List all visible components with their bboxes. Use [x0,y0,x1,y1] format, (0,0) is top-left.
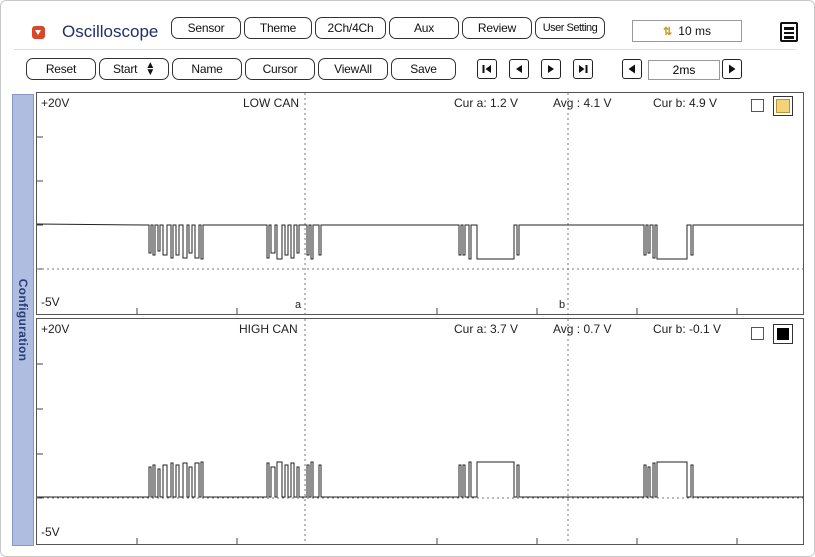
time-base-field[interactable]: 2ms [648,60,720,80]
time-base-increase-icon[interactable] [722,59,742,79]
save-button[interactable]: Save [391,58,456,80]
sidebar-label: Configuration [16,278,30,362]
channel-mode-button[interactable]: 2Ch/4Ch [315,17,386,39]
configuration-sidebar-tab[interactable]: Configuration [12,94,34,546]
step-prev-icon[interactable] [509,59,529,79]
low-can-waveform [37,223,803,260]
cursor-a-marker[interactable]: a [295,299,302,311]
app-title: Oscilloscope [62,22,159,41]
toolbar-divider [14,49,796,50]
time-division-value: 10 ms [678,24,711,38]
time-scale-icon: ⇅ [663,25,673,38]
user-setting-button[interactable]: User Setting [535,17,605,39]
high-can-average-value: Avg : 0.7 V [553,322,612,336]
low-can-visibility-checkbox[interactable] [751,99,764,112]
high-can-waveform [37,461,803,498]
start-button-label: Start [112,62,138,76]
low-can-grid [37,93,803,314]
cursor-b-marker[interactable]: b [559,299,566,311]
collapse-icon[interactable] [32,26,45,39]
low-can-channel-name: LOW CAN [243,96,300,110]
spinner-icon: ▲ ▼ [145,60,156,78]
high-can-cursor-a-value: Cur a: 3.7 V [454,322,519,336]
time-division-display[interactable]: ⇅ 10 ms [632,20,742,42]
low-can-y-min: -5V [41,295,60,309]
high-can-channel-name: HIGH CAN [239,322,298,336]
reset-button[interactable]: Reset [26,58,96,80]
review-button[interactable]: Review [462,17,532,39]
theme-button[interactable]: Theme [244,17,312,39]
low-can-average-value: Avg : 4.1 V [553,96,612,110]
low-can-y-max: +20V [41,96,70,110]
step-next-icon[interactable] [541,59,561,79]
start-button[interactable]: Start ▲ ▼ [99,58,169,80]
channel-panel-high-can: +20V -5V HIGH CAN Cur a: 3.7 V Avg : 0.7… [36,318,804,545]
high-can-cursor-b-value: Cur b: -0.1 V [653,322,722,336]
high-can-visibility-checkbox[interactable] [751,327,764,340]
view-all-button[interactable]: ViewAll [318,58,388,80]
low-can-cursor-b-value: Cur b: 4.9 V [653,96,718,110]
high-can-color-swatch[interactable] [773,324,793,344]
aux-button[interactable]: Aux [389,17,459,39]
high-can-y-min: -5V [41,525,60,539]
name-button[interactable]: Name [172,58,242,80]
cursor-button[interactable]: Cursor [245,58,315,80]
high-can-y-max: +20V [41,322,70,336]
skip-first-icon[interactable] [477,59,497,79]
low-can-color-swatch[interactable] [773,96,793,116]
time-base-decrease-icon[interactable] [622,59,642,79]
low-can-cursor-a-value: Cur a: 1.2 V [454,96,519,110]
skip-last-icon[interactable] [573,59,593,79]
sensor-button[interactable]: Sensor [171,17,241,39]
hamburger-menu-icon[interactable] [780,22,798,42]
channel-panel-low-can: +20V -5V LOW CAN Cur a: 1.2 V Avg : 4.1 … [36,92,804,315]
high-can-grid [37,319,803,544]
